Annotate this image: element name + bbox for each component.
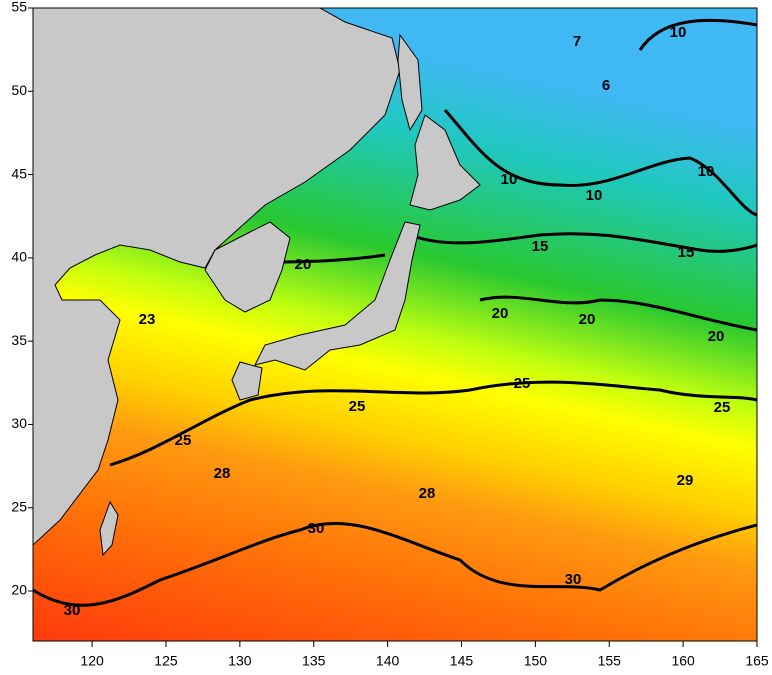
x-tick-label: 145 — [450, 653, 474, 669]
x-tick-label: 120 — [80, 653, 104, 669]
contour-label: 30 — [308, 520, 325, 537]
land-honshu — [254, 221, 421, 371]
contour-label: 6 — [602, 77, 610, 94]
contour-label: 20 — [708, 328, 725, 345]
x-tick-label: 150 — [524, 653, 548, 669]
contour-label: 25 — [349, 398, 366, 415]
x-tick-label: 155 — [598, 653, 622, 669]
y-tick-label: 45 — [11, 165, 27, 181]
contour-label: 10 — [670, 24, 687, 41]
x-tick-label: 135 — [302, 653, 326, 669]
contour-label: 10 — [501, 171, 518, 188]
contour-label: 29 — [677, 472, 694, 489]
y-tick-label: 55 — [11, 0, 27, 15]
x-tick-label: 125 — [154, 653, 178, 669]
contour-label: 30 — [64, 602, 81, 619]
y-tick-label: 50 — [11, 82, 27, 98]
y-tick-label: 40 — [11, 249, 27, 265]
contour-label: 20 — [295, 256, 312, 273]
x-tick-label: 130 — [228, 653, 252, 669]
contour-label: 23 — [139, 311, 156, 328]
land-sakhalin — [397, 33, 423, 132]
contour-label: 25 — [514, 375, 531, 392]
contour-label: 28 — [419, 485, 436, 502]
contour-label: 30 — [565, 571, 582, 588]
y-tick-label: 25 — [11, 498, 27, 514]
contour-label: 25 — [175, 432, 192, 449]
x-tick-label: 165 — [745, 653, 769, 669]
contour-label: 20 — [492, 305, 509, 322]
contour-label: 10 — [698, 163, 715, 180]
contour-label: 25 — [714, 399, 731, 416]
frame — [32, 7, 758, 642]
contour-label: 20 — [579, 311, 596, 328]
y-tick-label: 20 — [11, 582, 27, 598]
contour-label: 10 — [586, 187, 603, 204]
land-korea — [204, 221, 291, 313]
x-tick-label: 140 — [376, 653, 400, 669]
land-mainland — [33, 8, 401, 546]
contour-label: 15 — [532, 238, 549, 255]
y-tick-label: 35 — [11, 332, 27, 348]
land-hokkaido — [409, 114, 481, 211]
y-tick-label: 30 — [11, 415, 27, 431]
contour-label: 7 — [573, 33, 581, 50]
land-taiwan — [99, 500, 119, 557]
contour-label: 15 — [678, 244, 695, 261]
contour-label: 28 — [214, 465, 231, 482]
land-kyushu — [231, 361, 263, 401]
x-tick-label: 160 — [671, 653, 695, 669]
map-area — [33, 8, 757, 641]
